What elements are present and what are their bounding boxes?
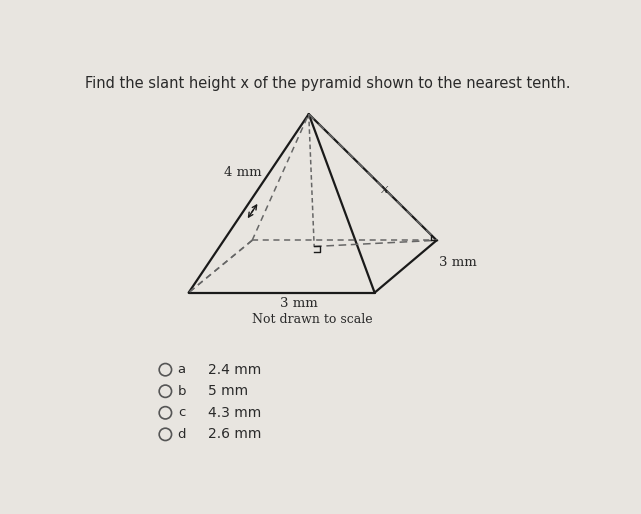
Text: 2.4 mm: 2.4 mm <box>208 363 262 377</box>
Text: a: a <box>178 363 186 376</box>
Text: 4 mm: 4 mm <box>224 166 261 179</box>
Text: 3 mm: 3 mm <box>280 297 318 309</box>
Text: d: d <box>178 428 186 441</box>
Text: 4.3 mm: 4.3 mm <box>208 406 262 420</box>
Text: Find the slant height x of the pyramid shown to the nearest tenth.: Find the slant height x of the pyramid s… <box>85 76 571 91</box>
Text: x: x <box>381 182 388 196</box>
Text: 3 mm: 3 mm <box>439 256 477 269</box>
Text: b: b <box>178 385 186 398</box>
Text: c: c <box>178 406 185 419</box>
Text: 2.6 mm: 2.6 mm <box>208 427 262 442</box>
Text: Not drawn to scale: Not drawn to scale <box>252 314 373 326</box>
Text: 5 mm: 5 mm <box>208 384 248 398</box>
